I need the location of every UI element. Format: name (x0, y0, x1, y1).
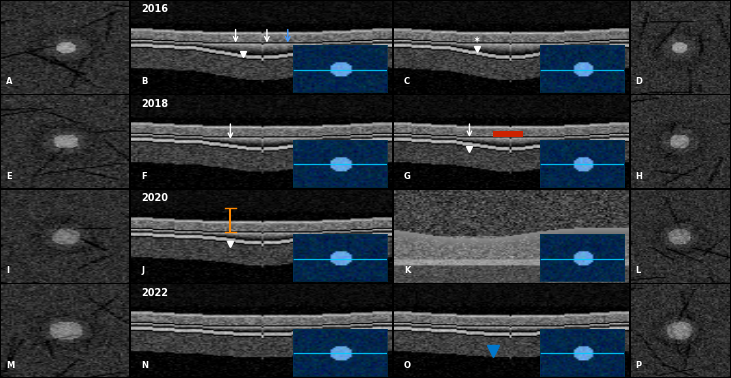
Text: M: M (6, 361, 15, 370)
Text: C: C (404, 77, 410, 87)
Text: 2022: 2022 (142, 288, 169, 298)
Text: ✶: ✶ (472, 35, 480, 45)
Text: D: D (635, 77, 642, 87)
Text: 2016: 2016 (142, 4, 169, 14)
Text: F: F (142, 172, 147, 181)
Text: H: H (635, 172, 642, 181)
Text: B: B (142, 77, 148, 87)
Text: G: G (404, 172, 411, 181)
Text: N: N (142, 361, 148, 370)
Text: L: L (635, 266, 640, 276)
Text: K: K (404, 266, 410, 276)
Text: O: O (404, 361, 411, 370)
Text: I: I (6, 266, 10, 276)
Text: A: A (6, 77, 12, 87)
Text: P: P (635, 361, 641, 370)
Text: 2020: 2020 (142, 193, 169, 203)
Text: E: E (6, 172, 12, 181)
FancyBboxPatch shape (493, 130, 523, 137)
Text: 2018: 2018 (142, 99, 169, 109)
Text: J: J (142, 266, 145, 276)
